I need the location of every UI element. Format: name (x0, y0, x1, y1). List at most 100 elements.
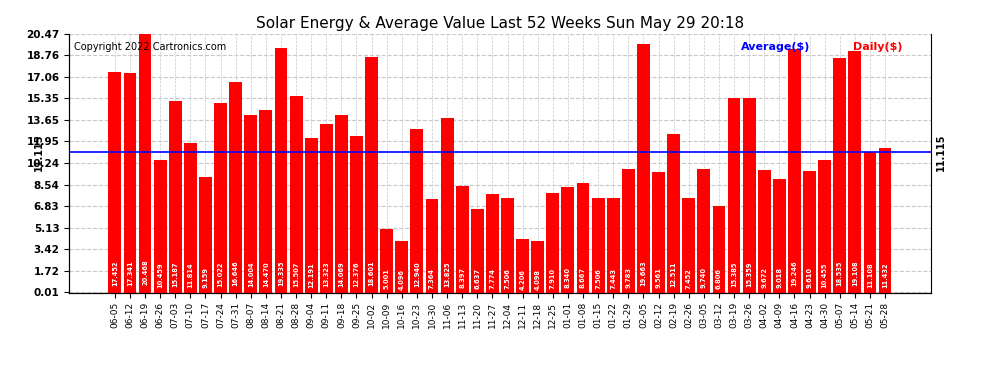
Text: 15.022: 15.022 (218, 261, 224, 287)
Text: 18.601: 18.601 (368, 260, 374, 286)
Bar (637, 44, 649, 292)
Bar (486, 194, 499, 292)
Bar (380, 229, 393, 292)
Bar (501, 198, 514, 292)
Bar (426, 200, 439, 292)
Text: 14.069: 14.069 (339, 261, 345, 287)
Bar (607, 198, 620, 292)
Bar (365, 57, 378, 292)
Text: 7.506: 7.506 (505, 268, 511, 289)
Bar (139, 34, 151, 292)
Bar (757, 170, 770, 292)
Bar (788, 49, 801, 292)
Text: 10.455: 10.455 (822, 262, 828, 288)
Bar (305, 138, 318, 292)
Bar (124, 73, 137, 292)
Text: 5.001: 5.001 (384, 268, 390, 290)
Text: 11.115: 11.115 (34, 133, 44, 171)
Bar (214, 103, 227, 292)
Bar (713, 207, 726, 292)
Text: 9.740: 9.740 (701, 267, 707, 288)
Bar (652, 172, 665, 292)
Bar (199, 177, 212, 292)
Text: 15.385: 15.385 (731, 261, 737, 287)
Bar (561, 187, 574, 292)
Text: 18.535: 18.535 (837, 261, 842, 286)
Text: 17.341: 17.341 (127, 261, 133, 286)
Bar (742, 98, 755, 292)
Bar (667, 134, 680, 292)
Text: 12.940: 12.940 (414, 262, 420, 287)
Text: 19.246: 19.246 (791, 260, 797, 286)
Bar (169, 100, 182, 292)
Text: Copyright 2022 Cartronics.com: Copyright 2022 Cartronics.com (73, 42, 226, 51)
Text: 14.470: 14.470 (263, 261, 269, 287)
Bar (803, 171, 816, 292)
Text: 9.610: 9.610 (807, 267, 813, 288)
Bar (848, 51, 861, 292)
Bar (350, 136, 363, 292)
Text: 9.561: 9.561 (655, 267, 661, 288)
Text: 20.468: 20.468 (143, 260, 148, 285)
Bar (320, 124, 333, 292)
Bar (532, 241, 544, 292)
Text: 19.335: 19.335 (278, 260, 284, 286)
Text: 4.206: 4.206 (520, 268, 526, 290)
Text: 13.825: 13.825 (445, 262, 450, 287)
Text: 9.672: 9.672 (761, 267, 767, 288)
Text: 7.506: 7.506 (595, 268, 601, 289)
Text: 19.663: 19.663 (641, 260, 646, 286)
Text: 11.432: 11.432 (882, 262, 888, 288)
Bar (441, 118, 453, 292)
Text: 12.511: 12.511 (670, 262, 676, 288)
Bar (863, 152, 876, 292)
Text: 9.783: 9.783 (626, 267, 632, 288)
Bar (274, 48, 287, 292)
Bar (834, 58, 846, 292)
Text: Average($): Average($) (742, 42, 811, 51)
Bar (290, 96, 303, 292)
Text: 10.459: 10.459 (157, 262, 163, 288)
Bar (395, 241, 408, 292)
Text: 11.108: 11.108 (867, 262, 873, 288)
Bar (818, 160, 831, 292)
Bar (697, 170, 710, 292)
Text: 7.364: 7.364 (429, 268, 435, 289)
Text: 15.507: 15.507 (293, 261, 299, 286)
Bar (592, 198, 605, 292)
Bar (516, 239, 529, 292)
Text: 15.187: 15.187 (172, 261, 178, 287)
Bar (153, 160, 166, 292)
Bar (682, 198, 695, 292)
Text: 7.910: 7.910 (549, 268, 555, 289)
Bar (411, 129, 424, 292)
Text: 17.452: 17.452 (112, 261, 118, 286)
Bar (622, 169, 635, 292)
Text: 4.098: 4.098 (535, 268, 541, 290)
Text: 6.806: 6.806 (716, 268, 722, 289)
Text: 13.323: 13.323 (324, 262, 330, 287)
Text: 14.004: 14.004 (248, 261, 253, 287)
Text: 8.340: 8.340 (565, 267, 571, 288)
Text: 15.359: 15.359 (746, 261, 752, 287)
Text: 7.443: 7.443 (610, 268, 616, 289)
Text: 4.096: 4.096 (399, 268, 405, 290)
Text: Daily($): Daily($) (853, 42, 903, 51)
Bar (576, 183, 589, 292)
Bar (335, 115, 347, 292)
Text: 11.814: 11.814 (187, 262, 193, 288)
Text: 19.108: 19.108 (851, 260, 857, 286)
Bar (773, 178, 786, 292)
Text: 7.452: 7.452 (686, 268, 692, 289)
Text: 12.191: 12.191 (308, 262, 314, 288)
Bar (728, 98, 741, 292)
Bar (878, 148, 891, 292)
Bar (230, 82, 243, 292)
Text: 12.376: 12.376 (353, 262, 359, 288)
Text: 9.159: 9.159 (203, 267, 209, 288)
Text: 7.774: 7.774 (489, 268, 495, 289)
Text: 8.667: 8.667 (580, 267, 586, 288)
Bar (109, 72, 122, 292)
Bar (471, 209, 484, 292)
Title: Solar Energy & Average Value Last 52 Weeks Sun May 29 20:18: Solar Energy & Average Value Last 52 Wee… (255, 16, 744, 31)
